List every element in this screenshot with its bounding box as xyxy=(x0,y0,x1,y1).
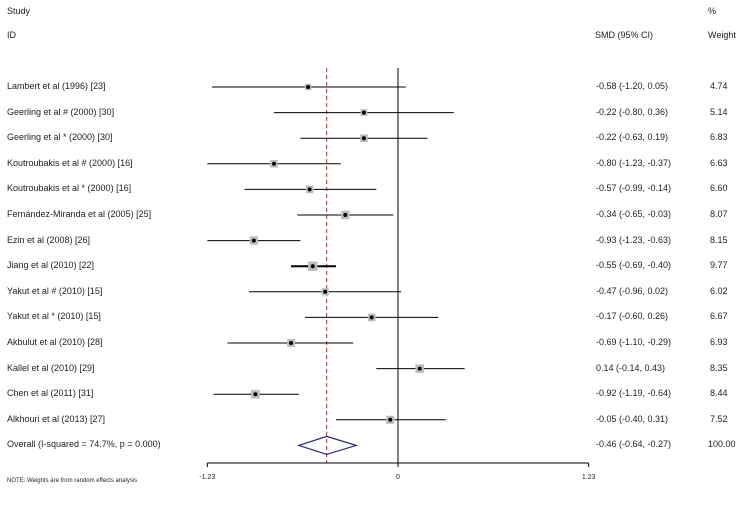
overall-diamond xyxy=(296,435,359,456)
study-label: Chen et al (2011) [31] xyxy=(7,388,94,399)
point-estimate xyxy=(361,136,366,141)
study-ci-text: -0.05 (-0.40, 0.31) xyxy=(596,413,669,424)
point-estimate xyxy=(307,187,312,192)
study-ci-text: -0.47 (-0.96, 0.02) xyxy=(596,285,669,296)
point-estimate xyxy=(253,392,258,397)
study-weight: 8.07 xyxy=(710,209,728,219)
overall-weight: 100.00 xyxy=(708,439,736,450)
study-weight: 4.74 xyxy=(710,81,728,91)
study-label: Yakut et al # (2010) [15] xyxy=(7,285,103,296)
point-estimate xyxy=(310,264,315,269)
study-ci-text: -0.93 (-1.23, -0.63) xyxy=(596,234,672,245)
header-smd: SMD (95% CI) xyxy=(595,30,654,40)
x-tick-label: 1.23 xyxy=(581,474,596,481)
overall-ci-text: -0.46 (-0.64, -0.27) xyxy=(596,439,672,450)
study-label: Fernández-Miranda et al (2005) [25] xyxy=(7,209,152,219)
study-ci-text: -0.92 (-1.19, -0.64) xyxy=(596,388,672,399)
study-ci-text: -0.69 (-1.10, -0.29) xyxy=(596,337,672,347)
study-weight: 6.93 xyxy=(710,337,728,347)
study-weight: 8.15 xyxy=(710,234,728,245)
footnote: NOTE: Weights are from random effects an… xyxy=(7,478,138,484)
point-estimate xyxy=(369,315,374,320)
study-weight: 8.44 xyxy=(710,388,728,399)
header-study: Study xyxy=(7,6,31,16)
study-ci-text: -0.34 (-0.65, -0.03) xyxy=(596,209,672,219)
study-ci-text: -0.58 (-1.20, 0.05) xyxy=(596,81,669,91)
study-label: Koutroubakis et al # (2000) [16] xyxy=(7,157,133,168)
study-ci-text: -0.22 (-0.63, 0.19) xyxy=(596,132,669,143)
x-tick-label: 0 xyxy=(396,474,400,481)
point-estimate xyxy=(417,366,422,371)
study-ci-text: 0.14 (-0.14, 0.43) xyxy=(596,362,666,373)
point-estimate xyxy=(388,417,393,422)
study-label: Kallel et al (2010) [29] xyxy=(7,362,95,373)
study-label: Lambert et al (1996) [23] xyxy=(7,81,106,91)
x-tick-label: -1.23 xyxy=(199,474,216,481)
study-label: Alkhouri et al (2013) [27] xyxy=(7,413,106,424)
study-weight: 5.14 xyxy=(710,106,728,117)
point-estimate xyxy=(306,85,311,89)
point-estimate xyxy=(343,213,348,217)
study-label: Jiang et al (2010) [22] xyxy=(7,260,95,271)
point-estimate xyxy=(361,110,366,115)
study-label: Ezin et al (2008) [26] xyxy=(7,234,91,245)
point-estimate xyxy=(272,161,276,166)
study-weight: 7.52 xyxy=(710,413,728,424)
study-ci-text: -0.17 (-0.60, 0.26) xyxy=(596,311,669,322)
study-ci-text: -0.55 (-0.69, -0.40) xyxy=(596,260,672,271)
study-label: Geerling et al * (2000) [30] xyxy=(7,132,113,143)
point-estimate xyxy=(251,238,256,243)
header-percent: % xyxy=(708,6,717,16)
study-label: Geerling et al # (2000) [30] xyxy=(7,106,115,117)
study-label: Koutroubakis et al * (2000) [16] xyxy=(7,183,132,194)
header-weight: Weight xyxy=(708,30,736,40)
header-id: ID xyxy=(7,30,16,40)
point-estimate xyxy=(323,289,328,294)
overall-label: Overall (I-squared = 74.7%, p = 0.000) xyxy=(7,439,161,450)
study-weight: 8.35 xyxy=(710,362,728,373)
study-weight: 6.02 xyxy=(710,285,728,296)
study-label: Yakut et al * (2010) [15] xyxy=(7,311,101,322)
study-ci-text: -0.80 (-1.23, -0.37) xyxy=(596,157,672,168)
study-weight: 6.83 xyxy=(710,132,728,143)
study-ci-text: -0.57 (-0.99, -0.14) xyxy=(596,183,672,194)
study-weight: 6.63 xyxy=(710,157,728,168)
study-label: Akbulut et al (2010) [28] xyxy=(7,337,103,347)
study-weight: 6.60 xyxy=(710,183,728,194)
point-estimate xyxy=(289,341,294,345)
study-ci-text: -0.22 (-0.80, 0.36) xyxy=(596,106,669,117)
study-weight: 6.67 xyxy=(710,311,728,322)
study-weight: 9.77 xyxy=(710,260,728,271)
